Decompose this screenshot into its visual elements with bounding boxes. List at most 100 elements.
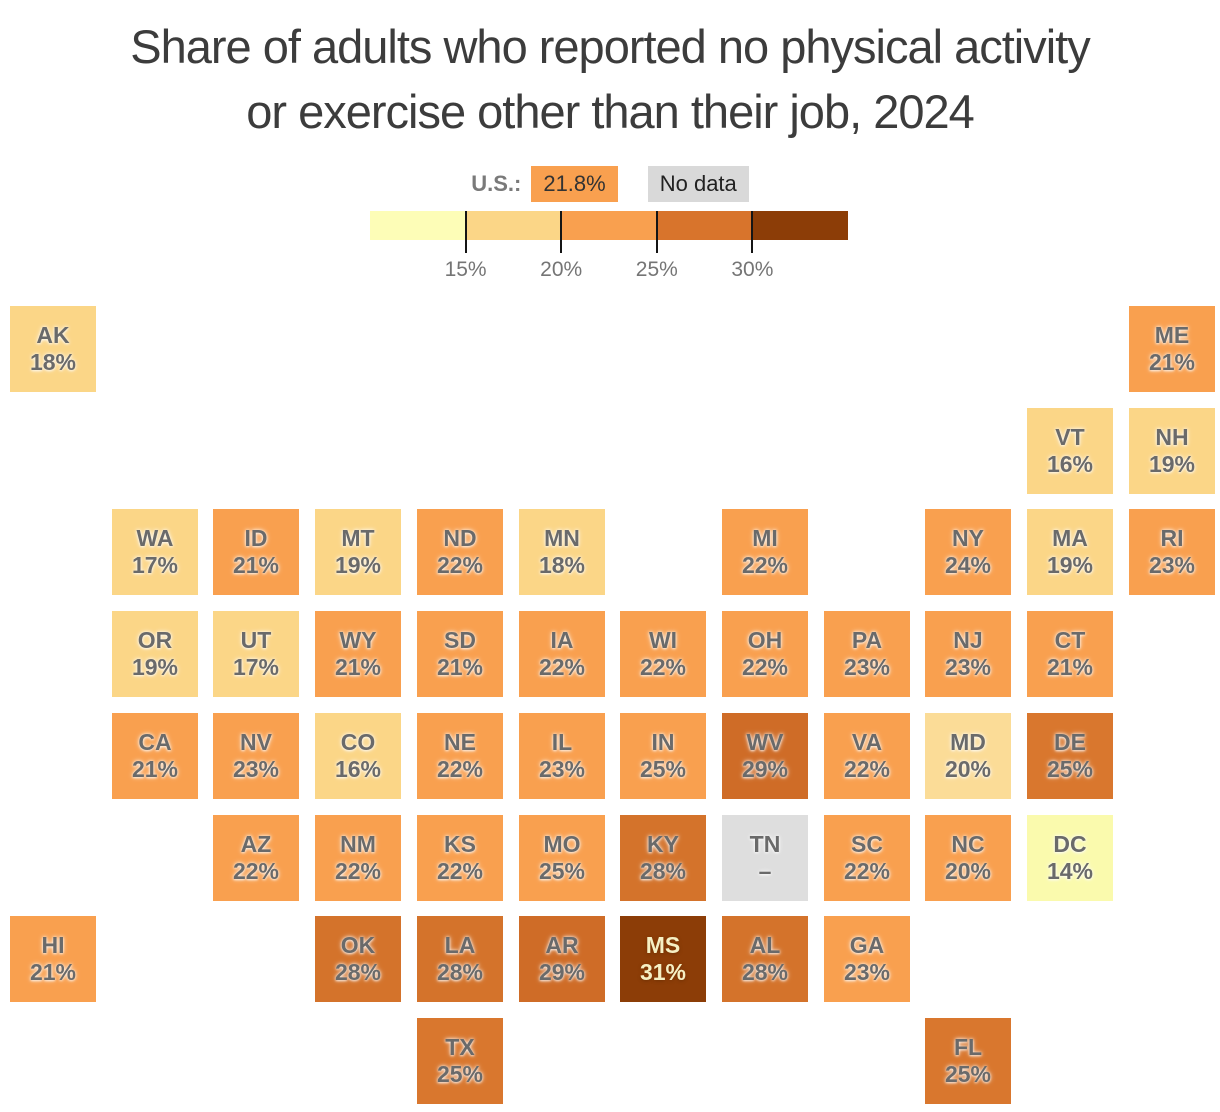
state-abbr: NV xyxy=(240,729,272,755)
scale-segment-4 xyxy=(656,211,753,240)
state-tile-md[interactable]: MD 20% xyxy=(925,713,1011,799)
state-tile-ma[interactable]: MA 19% xyxy=(1027,509,1113,595)
state-tile-mi[interactable]: MI 22% xyxy=(722,509,808,595)
state-value: 22% xyxy=(639,654,687,680)
state-value: 28% xyxy=(436,959,484,985)
state-tile-mn[interactable]: MN 18% xyxy=(519,509,605,595)
state-tile-de[interactable]: DE 25% xyxy=(1027,713,1113,799)
state-tile-vt[interactable]: VT 16% xyxy=(1027,408,1113,494)
state-tile-wv[interactable]: WV 29% xyxy=(722,713,808,799)
state-abbr: AZ xyxy=(240,831,272,857)
scale-tick-label: 15% xyxy=(444,258,487,281)
state-value: 23% xyxy=(843,959,891,985)
state-tile-nc[interactable]: NC 20% xyxy=(925,815,1011,901)
state-abbr: WA xyxy=(136,525,174,551)
state-value: 29% xyxy=(741,756,789,782)
state-abbr: NH xyxy=(1155,424,1189,450)
state-tile-va[interactable]: VA 22% xyxy=(824,713,910,799)
state-tile-or[interactable]: OR 19% xyxy=(112,611,198,697)
scale-tick xyxy=(751,211,754,253)
state-tile-me[interactable]: ME 21% xyxy=(1129,306,1215,392)
scale-segment-5 xyxy=(752,211,848,240)
state-value: 20% xyxy=(944,858,992,884)
state-tile-hi[interactable]: HI 21% xyxy=(10,916,96,1002)
state-tile-nj[interactable]: NJ 23% xyxy=(925,611,1011,697)
state-tile-dc[interactable]: DC 14% xyxy=(1027,815,1113,901)
state-tile-ct[interactable]: CT 21% xyxy=(1027,611,1113,697)
state-abbr: VT xyxy=(1055,424,1085,450)
state-tile-nm[interactable]: NM 22% xyxy=(315,815,401,901)
state-tile-sd[interactable]: SD 21% xyxy=(417,611,503,697)
state-abbr: VA xyxy=(851,729,883,755)
state-tile-ar[interactable]: AR 29% xyxy=(519,916,605,1002)
state-abbr: NE xyxy=(444,729,476,755)
state-tile-ky[interactable]: KY 28% xyxy=(620,815,706,901)
state-tile-wi[interactable]: WI 22% xyxy=(620,611,706,697)
state-tile-oh[interactable]: OH 22% xyxy=(722,611,808,697)
state-tile-ga[interactable]: GA 23% xyxy=(824,916,910,1002)
state-tile-al[interactable]: AL 28% xyxy=(722,916,808,1002)
state-value: 21% xyxy=(131,756,179,782)
state-value: 21% xyxy=(1046,654,1094,680)
chart-title-line2: or exercise other than their job, 2024 xyxy=(246,85,975,138)
state-abbr: NC xyxy=(951,831,985,857)
state-value: 17% xyxy=(131,552,179,578)
state-value: 22% xyxy=(741,552,789,578)
state-value: 22% xyxy=(334,858,382,884)
state-abbr: NJ xyxy=(953,627,983,653)
state-tile-ia[interactable]: IA 22% xyxy=(519,611,605,697)
state-abbr: PA xyxy=(851,627,883,653)
state-value: 25% xyxy=(436,1061,484,1087)
state-abbr: MS xyxy=(645,932,681,958)
state-tile-ut[interactable]: UT 17% xyxy=(213,611,299,697)
state-abbr: IL xyxy=(551,729,573,755)
state-tile-wy[interactable]: WY 21% xyxy=(315,611,401,697)
state-tile-ms[interactable]: MS 31% xyxy=(620,916,706,1002)
state-abbr: CT xyxy=(1054,627,1086,653)
state-tile-co[interactable]: CO 16% xyxy=(315,713,401,799)
state-tile-mo[interactable]: MO 25% xyxy=(519,815,605,901)
state-tile-az[interactable]: AZ 22% xyxy=(213,815,299,901)
state-abbr: SC xyxy=(851,831,883,857)
state-tile-mt[interactable]: MT 19% xyxy=(315,509,401,595)
state-abbr: KS xyxy=(444,831,476,857)
state-tile-ne[interactable]: NE 22% xyxy=(417,713,503,799)
state-value: 25% xyxy=(538,858,586,884)
scale-tick-label: 25% xyxy=(635,258,678,281)
state-abbr: OR xyxy=(137,627,173,653)
state-tile-fl[interactable]: FL 25% xyxy=(925,1018,1011,1104)
state-tile-tx[interactable]: TX 25% xyxy=(417,1018,503,1104)
state-value: 22% xyxy=(232,858,280,884)
state-tile-ks[interactable]: KS 22% xyxy=(417,815,503,901)
state-value: 20% xyxy=(944,756,992,782)
us-average-value-badge: 21.8% xyxy=(531,166,618,202)
state-tile-la[interactable]: LA 28% xyxy=(417,916,503,1002)
state-tile-nd[interactable]: ND 22% xyxy=(417,509,503,595)
state-tile-in[interactable]: IN 25% xyxy=(620,713,706,799)
state-abbr: HI xyxy=(41,932,65,958)
state-tile-pa[interactable]: PA 23% xyxy=(824,611,910,697)
state-value: 23% xyxy=(843,654,891,680)
state-tile-tn[interactable]: TN – xyxy=(722,815,808,901)
state-tile-nh[interactable]: NH 19% xyxy=(1129,408,1215,494)
state-tile-ca[interactable]: CA 21% xyxy=(112,713,198,799)
state-tile-id[interactable]: ID 21% xyxy=(213,509,299,595)
state-abbr: CO xyxy=(340,729,376,755)
state-value: 25% xyxy=(1046,756,1094,782)
state-abbr: ME xyxy=(1154,322,1190,348)
state-abbr: UT xyxy=(240,627,272,653)
state-tile-wa[interactable]: WA 17% xyxy=(112,509,198,595)
state-tile-ak[interactable]: AK 18% xyxy=(10,306,96,392)
state-abbr: SD xyxy=(444,627,476,653)
state-tile-ri[interactable]: RI 23% xyxy=(1129,509,1215,595)
state-value: 25% xyxy=(944,1061,992,1087)
state-tile-ny[interactable]: NY 24% xyxy=(925,509,1011,595)
state-tile-ok[interactable]: OK 28% xyxy=(315,916,401,1002)
state-abbr: MN xyxy=(544,525,580,551)
state-value: 19% xyxy=(1148,451,1196,477)
state-tile-nv[interactable]: NV 23% xyxy=(213,713,299,799)
state-tile-sc[interactable]: SC 22% xyxy=(824,815,910,901)
scale-segment-1 xyxy=(370,211,466,240)
state-abbr: AK xyxy=(36,322,70,348)
state-tile-il[interactable]: IL 23% xyxy=(519,713,605,799)
